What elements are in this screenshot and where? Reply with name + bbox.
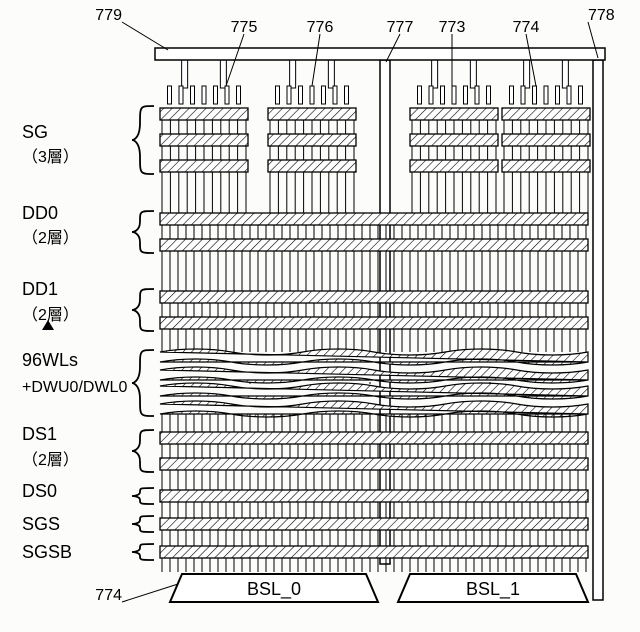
row-label: DD0 <box>22 203 58 223</box>
svg-text:BSL_0: BSL_0 <box>247 579 301 600</box>
ref-label: 777 <box>387 19 414 36</box>
row-sublabel: +DWU0/DWL0 <box>22 379 127 396</box>
row-sublabel: （2層） <box>22 451 79 469</box>
row-sublabel: （2層） <box>22 306 79 324</box>
row-label: 96WLs <box>22 350 78 370</box>
ref-label: 778 <box>588 7 615 24</box>
diagram-svg: BSL_0 BSL_1 SG （3層） DD0 （2層） DD1 （2層） 96WLs +DWU0… <box>0 0 640 632</box>
ref-label: 774 <box>513 19 540 36</box>
ref-label: 773 <box>439 19 466 36</box>
row-sublabel: （2層） <box>22 229 79 247</box>
diagram-canvas: { "refs": { "r779": "779", "r775": "775"… <box>0 0 640 632</box>
ref-label: 774 <box>95 587 122 604</box>
ref-label: 776 <box>307 19 334 36</box>
row-label: SGSB <box>22 542 72 562</box>
row-label: SG <box>22 122 48 142</box>
row-label: DS1 <box>22 424 57 444</box>
row-label: SGS <box>22 514 60 534</box>
row-label: DS0 <box>22 481 57 501</box>
ref-label: 779 <box>95 7 122 24</box>
row-label: DD1 <box>22 279 58 299</box>
ref-label: 775 <box>231 19 258 36</box>
row-sublabel: （3層） <box>22 148 79 166</box>
svg-text:BSL_1: BSL_1 <box>466 579 520 600</box>
